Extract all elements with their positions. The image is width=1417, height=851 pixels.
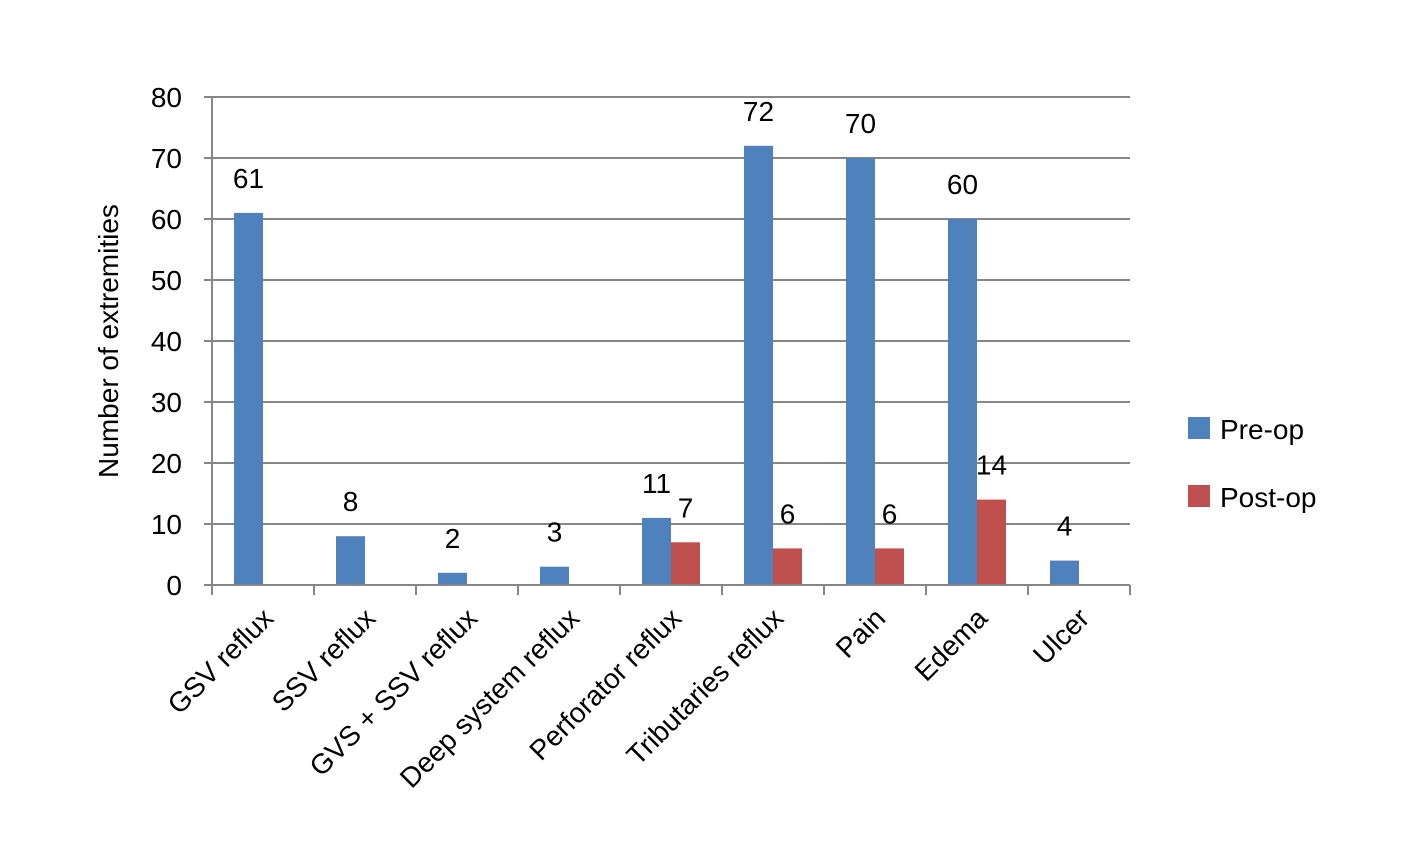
y-tick-label: 0 [166,570,182,601]
grid-lines [212,96,1130,525]
data-label: 2 [445,523,461,554]
bar-pre-op-5 [744,145,773,586]
y-tick-label: 20 [151,448,182,479]
data-label: 11 [642,468,671,499]
bar-pre-op-1 [336,536,365,585]
y-tick-label: 40 [151,326,182,357]
legend-swatch-post-op [1188,485,1210,507]
data-label: 7 [678,492,694,523]
x-tick-label: Pain [830,602,892,664]
legend-swatch-pre-op [1188,417,1210,439]
bar-post-op-7 [977,499,1006,585]
bar-pre-op-0 [234,212,263,585]
x-tick-label: Edema [909,602,994,687]
bar-post-op-5 [773,548,802,585]
data-label: 6 [780,498,796,529]
bar-pre-op-3 [540,566,569,585]
y-axis-title: Number of extremities [93,204,124,478]
x-tick-label: GSV reflux [162,602,280,720]
legend-label: Pre-op [1220,414,1304,445]
data-labels: 61 8 2 3 11 72 70 60 4 7 6 6 14 [233,96,1072,554]
x-tick-label: Ulcer [1027,602,1095,670]
bar-pre-op-7 [948,219,977,585]
y-tick-label: 10 [151,509,182,540]
bar-pre-op-2 [438,572,467,585]
data-label: 14 [976,450,1007,481]
x-tick-label: GVS + SSV reflux [303,602,483,782]
data-label: 72 [743,96,774,127]
data-label: 61 [233,163,264,194]
bar-post-op-4 [671,542,700,585]
y-tick-label: 60 [151,204,182,235]
bar-pre-op-6 [846,158,875,585]
x-tick-label: Deep system reflux [394,602,585,793]
bar-pre-op-4 [642,517,671,585]
data-label: 4 [1057,511,1073,542]
y-tick-label: 80 [151,82,182,113]
legend: Pre-op Post-op [1188,414,1317,513]
data-label: 70 [845,108,876,139]
data-label: 60 [947,169,978,200]
y-tick-label: 70 [151,143,182,174]
bar-post-op-6 [875,548,904,585]
y-tick-label: 30 [151,387,182,418]
bars [234,145,1079,586]
y-tick-label: 50 [151,265,182,296]
legend-label: Post-op [1220,482,1317,513]
data-label: 8 [343,486,359,517]
data-label: 3 [547,517,563,548]
data-label: 6 [882,498,898,529]
bar-pre-op-8 [1050,560,1079,585]
